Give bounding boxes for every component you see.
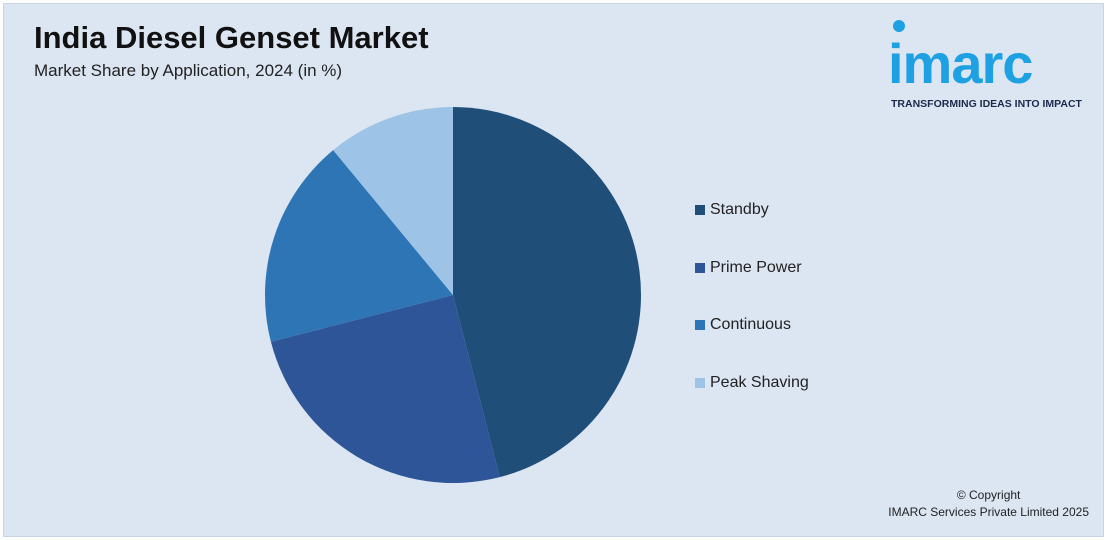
pie-slice-peak-shaving [333, 107, 453, 295]
legend-label: Peak Shaving [710, 373, 809, 391]
legend-item: Peak Shaving [695, 373, 809, 393]
legend-label: Continuous [710, 316, 791, 333]
legend-label: Prime Power [710, 258, 802, 276]
logo-dot-icon [893, 20, 905, 32]
legend-item: Standby [695, 200, 809, 220]
logo-tagline: TRANSFORMING IDEAS INTO IMPACT [891, 98, 1082, 110]
legend-item: Continuous [695, 315, 809, 335]
pie-slice-prime-power [270, 295, 500, 483]
legend-label: Standby [710, 201, 769, 218]
copyright-line: © Copyright [956, 488, 1021, 502]
company-line: IMARC Services Private Limited 2025 [888, 505, 1089, 519]
chart-title: India Diesel Genset Market [34, 20, 429, 55]
copyright: © Copyright IMARC Services Private Limit… [888, 487, 1089, 521]
logo-word: imarc [888, 32, 1033, 95]
chart-subtitle: Market Share by Application, 2024 (in %) [34, 61, 343, 80]
legend-swatch [695, 205, 705, 215]
legend-swatch [695, 320, 705, 330]
imarc-logo: imarc TRANSFORMING IDEAS INTO IMPACT [888, 18, 1098, 113]
legend: Standby Prime Power Continuous Peak Shaving [695, 200, 809, 430]
pie-slice-standby [453, 107, 641, 478]
legend-swatch [695, 262, 705, 273]
pie-slice-continuous [265, 150, 453, 342]
legend-item: Prime Power [695, 258, 809, 278]
legend-swatch [695, 377, 705, 388]
